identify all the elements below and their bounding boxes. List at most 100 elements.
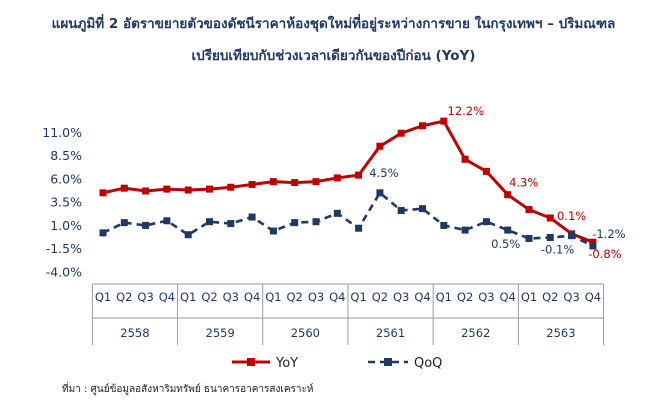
x-tick-label: Q4 (329, 290, 345, 304)
qoq-point (312, 218, 320, 226)
x-tick-label: Q2 (542, 290, 558, 304)
qoq-point (269, 227, 277, 235)
yoy-point (142, 187, 150, 195)
yoy-data-label: 4.3% (509, 176, 538, 190)
yoy-point (206, 185, 213, 193)
y-tick-label: -1.5% (46, 241, 82, 256)
qoq-point (397, 207, 405, 215)
qoq-point (568, 232, 576, 240)
x-tick-label: Q4 (585, 290, 601, 304)
legend-yoy-label: YoY (275, 356, 298, 371)
year-label: 2558 (120, 326, 149, 340)
legend-qoq-marker (384, 358, 392, 366)
year-label: 2559 (206, 326, 235, 340)
x-tick-label: Q1 (265, 290, 281, 304)
x-tick-label: Q2 (287, 290, 303, 304)
qoq-data-label: 4.5% (369, 166, 398, 180)
qoq-line (102, 190, 594, 248)
yoy-point (248, 180, 256, 188)
qoq-point (504, 226, 512, 234)
qoq-point (206, 218, 213, 226)
qoq-point (248, 213, 256, 221)
yoy-point (333, 174, 341, 182)
qoq-data-label: -0.1% (541, 243, 574, 257)
yoy-line (102, 119, 594, 244)
qoq-point (333, 209, 341, 217)
yoy-data-label: 0.1% (557, 209, 586, 223)
x-tick-label: Q3 (563, 290, 579, 304)
x-tick-label: Q2 (116, 290, 132, 304)
qoq-point (482, 218, 490, 226)
x-tick-label: Q3 (223, 290, 239, 304)
qoq-point (461, 226, 469, 234)
yoy-data-label: 12.2% (448, 104, 485, 118)
x-tick-label: Q3 (393, 290, 409, 304)
yoy-point (397, 129, 405, 137)
x-tick-label: Q2 (201, 290, 217, 304)
x-tick-label: Q2 (372, 290, 388, 304)
qoq-point (291, 219, 299, 227)
y-tick-label: 8.5% (50, 148, 82, 163)
yoy-point (504, 191, 512, 199)
qoq-point (184, 231, 192, 239)
x-tick-label: Q1 (350, 290, 366, 304)
source-note: ที่มา : ศูนย์ข้อมูลอสังหาริมทรัพย์ ธนาคา… (62, 384, 314, 395)
qoq-point (419, 205, 426, 213)
y-tick-label: -4.0% (46, 265, 82, 280)
x-tick-label: Q4 (500, 290, 516, 304)
qoq-point (227, 220, 235, 228)
x-tick-label: Q3 (478, 290, 494, 304)
qoq-point (163, 217, 171, 225)
x-tick-label: Q1 (180, 290, 196, 304)
yoy-point (461, 155, 469, 163)
qoq-point (120, 219, 128, 227)
x-tick-label: Q3 (137, 290, 153, 304)
yoy-point (355, 171, 363, 179)
chart-title: แผนภูมิที่ 2 อัตราขยายตัวของดัชนีราคาห้อ… (51, 16, 616, 32)
yoy-point (546, 214, 554, 222)
year-label: 2560 (291, 326, 320, 340)
y-tick-label: 6.0% (50, 171, 82, 186)
x-tick-label: Q1 (95, 290, 111, 304)
yoy-point (376, 142, 384, 150)
yoy-point (440, 117, 448, 125)
yoy-point (269, 178, 277, 186)
qoq-data-label: 0.5% (491, 237, 520, 251)
year-label: 2563 (546, 326, 575, 340)
yoy-point (99, 189, 107, 197)
qoq-point (376, 189, 384, 197)
y-tick-label: 3.5% (50, 195, 82, 210)
legend-qoq-label: QoQ (414, 356, 442, 371)
x-tick-label: Q4 (414, 290, 430, 304)
yoy-point (525, 206, 533, 214)
yoy-point (120, 184, 128, 192)
yoy-point (291, 179, 299, 187)
qoq-point (355, 224, 363, 232)
x-tick-label: Q2 (457, 290, 473, 304)
x-tick-label: Q4 (244, 290, 260, 304)
year-label: 2562 (461, 326, 490, 340)
qoq-point (440, 221, 448, 229)
x-tick-label: Q3 (308, 290, 324, 304)
yoy-point (312, 178, 320, 186)
yoy-point (163, 185, 171, 193)
qoq-data-label: -1.2% (592, 227, 625, 241)
qoq-point (99, 229, 107, 237)
yoy-point (589, 238, 597, 246)
y-tick-label: 11.0% (42, 125, 82, 140)
qoq-point (142, 221, 150, 229)
qoq-point (589, 242, 597, 250)
yoy-point (482, 167, 490, 175)
line-chart: 11.0% 8.5% 6.0% 3.5% 1.0% -1.5% -4.0% Q1 Q2 Q3 Q4 Q… (42, 104, 625, 371)
yoy-point (419, 122, 426, 130)
yoy-data-label: -0.8% (588, 247, 621, 261)
x-tick-label: Q1 (521, 290, 537, 304)
legend-yoy-marker (247, 358, 255, 366)
y-tick-label: 1.0% (50, 218, 82, 233)
qoq-point (546, 234, 554, 242)
yoy-point (184, 186, 192, 194)
yoy-point (227, 183, 235, 191)
qoq-point (525, 234, 533, 242)
x-tick-label: Q1 (436, 290, 452, 304)
year-label: 2561 (376, 326, 405, 340)
